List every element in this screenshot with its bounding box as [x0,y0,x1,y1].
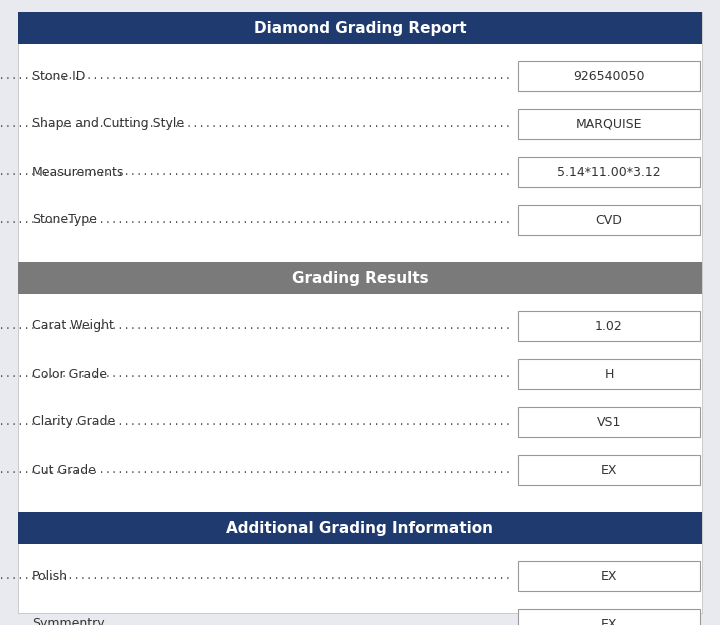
Text: Color Grade: Color Grade [32,368,107,381]
Text: MARQUISE: MARQUISE [576,118,642,131]
Bar [518,205,700,235]
Text: ................................................................................: ........................................… [0,119,512,129]
Text: ................................................................................: ........................................… [0,619,512,625]
Text: ................................................................................: ........................................… [0,369,512,379]
Bar [18,262,702,294]
Bar [518,157,700,187]
Bar [518,407,700,437]
Text: Stone ID: Stone ID [32,69,86,82]
Text: 926540050: 926540050 [573,69,644,82]
Text: Polish: Polish [32,569,68,582]
Text: StoneType: StoneType [32,214,97,226]
Text: EX: EX [600,618,617,625]
Text: Diamond Grading Report: Diamond Grading Report [253,21,467,36]
Text: Shape and Cutting Style: Shape and Cutting Style [32,118,184,131]
Bar [518,311,700,341]
Text: ................................................................................: ........................................… [0,215,512,225]
Text: ................................................................................: ........................................… [0,321,512,331]
Text: 1.02: 1.02 [595,319,623,332]
Bar [518,61,700,91]
Text: Measurements: Measurements [32,166,125,179]
Text: EX: EX [600,464,617,476]
Text: ................................................................................: ........................................… [0,167,512,177]
Text: 5.14*11.00*3.12: 5.14*11.00*3.12 [557,166,661,179]
Text: Symmentry: Symmentry [32,618,104,625]
Bar [518,359,700,389]
Text: ................................................................................: ........................................… [0,417,512,427]
Text: Clarity Grade: Clarity Grade [32,416,115,429]
Bar [18,12,702,44]
Text: H: H [604,368,613,381]
Bar [518,455,700,485]
Text: ................................................................................: ........................................… [0,571,512,581]
Text: ................................................................................: ........................................… [0,465,512,475]
Text: Grading Results: Grading Results [292,271,428,286]
Text: Carat Weight: Carat Weight [32,319,114,332]
Text: Additional Grading Information: Additional Grading Information [227,521,493,536]
Text: VS1: VS1 [597,416,621,429]
Bar [518,561,700,591]
Bar [518,109,700,139]
Text: CVD: CVD [595,214,622,226]
Text: ................................................................................: ........................................… [0,71,512,81]
Bar [518,609,700,625]
Text: Cut Grade: Cut Grade [32,464,96,476]
Bar [18,512,702,544]
Text: EX: EX [600,569,617,582]
